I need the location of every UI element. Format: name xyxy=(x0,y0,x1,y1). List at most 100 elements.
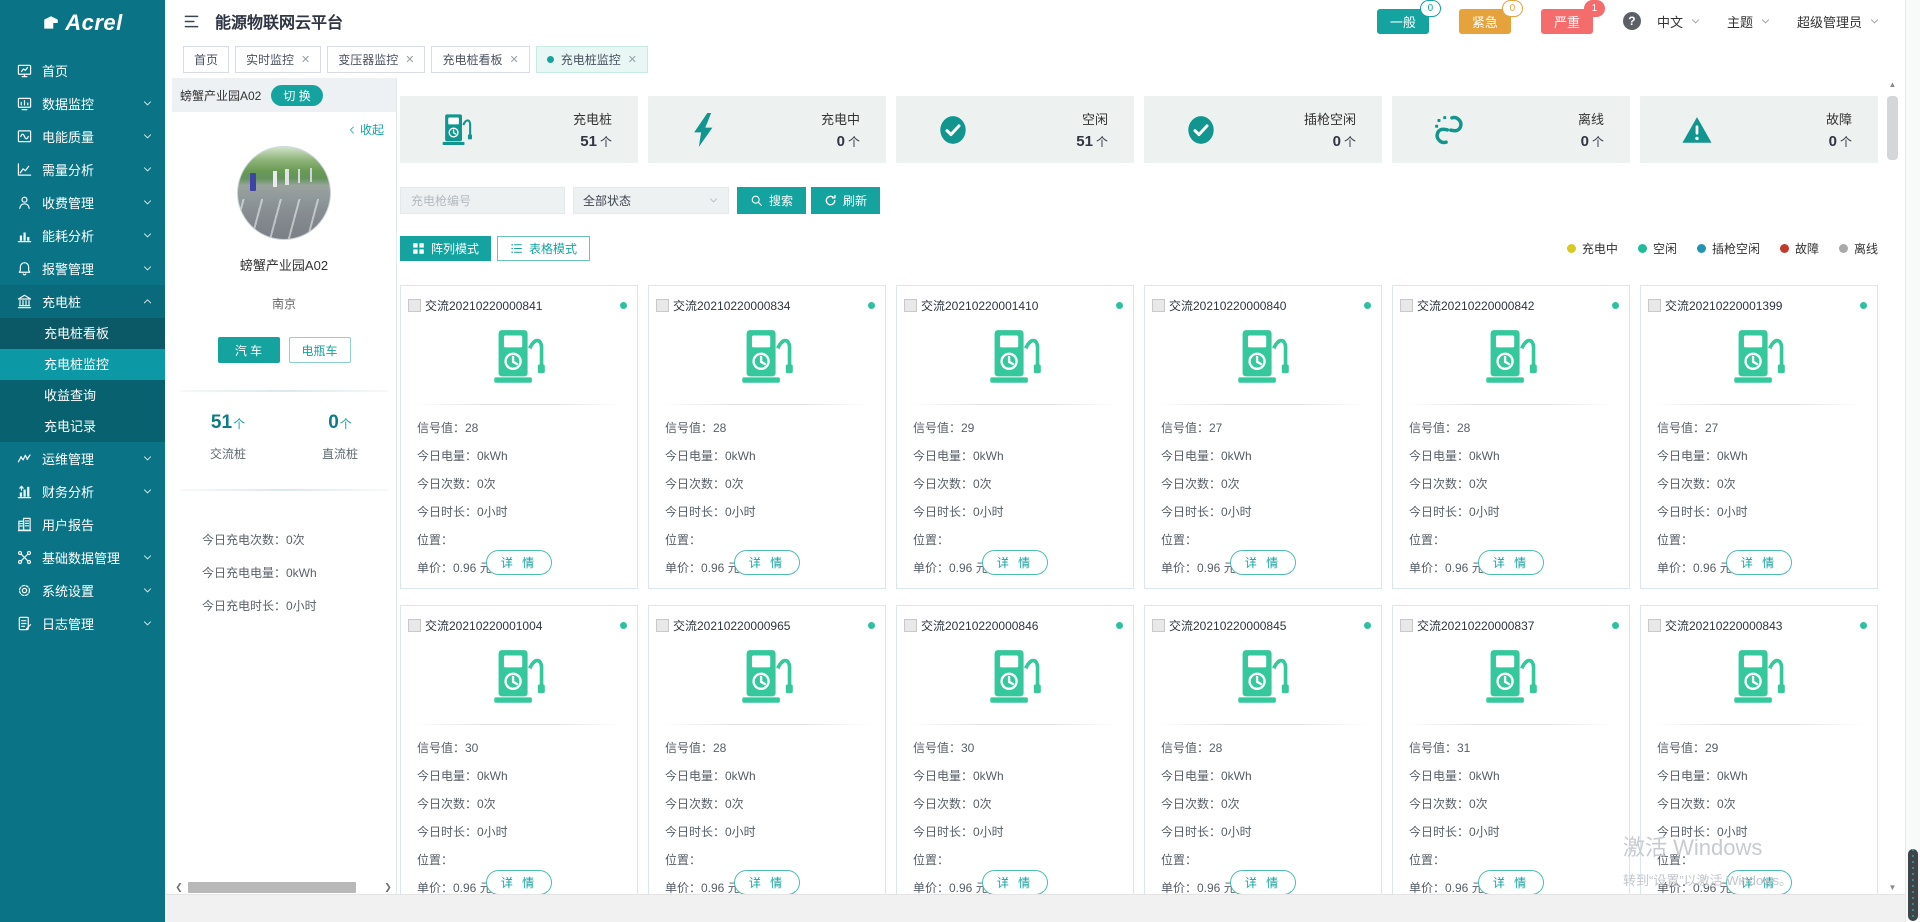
tab-close-icon[interactable]: ✕ xyxy=(627,53,637,66)
sidebar-item-label: 基础数据管理 xyxy=(42,551,121,566)
sidebar-item-12[interactable]: 系统设置 xyxy=(0,574,165,607)
scrollbar-thumb[interactable] xyxy=(1887,96,1898,160)
pile-detail-button[interactable]: 详 情 xyxy=(1230,870,1296,895)
pile-status-dot xyxy=(1116,302,1123,309)
sidebar-item-6[interactable]: 报警管理 xyxy=(0,252,165,285)
tab-close-icon[interactable]: ✕ xyxy=(301,53,311,66)
hamburger-menu-icon[interactable] xyxy=(183,14,200,29)
search-button[interactable]: 搜索 xyxy=(737,187,807,214)
alarm-badge-0[interactable]: 一般 0 xyxy=(1376,0,1441,34)
pile-detail-button[interactable]: 详 情 xyxy=(1726,870,1792,895)
mode-row: 阵列模式 表格模式 充电中 空闲 插枪空闲 故障 离线 xyxy=(400,236,1878,261)
sidebar-item-4[interactable]: 收费管理 xyxy=(0,186,165,219)
collapse-panel-link[interactable]: 收起 xyxy=(172,112,396,138)
tab-3[interactable]: 充电桩看板 ✕ xyxy=(431,45,530,73)
language-dropdown[interactable]: 中文 xyxy=(1657,12,1701,31)
pile-field: 位置： xyxy=(1657,853,1694,867)
mode-button-1[interactable]: 表格模式 xyxy=(497,236,591,261)
pile-checkbox[interactable] xyxy=(656,619,669,632)
offline-icon xyxy=(1434,113,1464,147)
tab-1[interactable]: 实时监控 ✕ xyxy=(235,45,322,73)
tab-0[interactable]: 首页 xyxy=(183,45,230,73)
pile-status-dot xyxy=(1364,302,1371,309)
pile-checkbox[interactable] xyxy=(1400,299,1413,312)
pile-detail-button[interactable]: 详 情 xyxy=(1478,550,1544,575)
sidebar-item-label: 系统设置 xyxy=(42,584,95,599)
sidebar-item-0[interactable]: 首页 xyxy=(0,54,165,87)
window-scrollbar xyxy=(1905,0,1920,922)
switch-site-button[interactable]: 切 换 xyxy=(271,84,323,106)
pile-detail-button[interactable]: 详 情 xyxy=(734,550,800,575)
pile-detail-button[interactable]: 详 情 xyxy=(1726,550,1792,575)
pile-checkbox[interactable] xyxy=(1648,299,1661,312)
vehicle-tab-0[interactable]: 汽 车 xyxy=(217,337,280,363)
pile-field: 信号值：28 xyxy=(1161,741,1223,755)
charging-pile-icon xyxy=(989,328,1041,386)
legend-dot xyxy=(1637,244,1647,253)
pile-checkbox[interactable] xyxy=(1400,619,1413,632)
vehicle-tab-1[interactable]: 电瓶车 xyxy=(288,337,351,363)
pile-detail-button[interactable]: 详 情 xyxy=(982,870,1048,895)
sidebar-item-7[interactable]: 充电桩 xyxy=(0,285,165,318)
sidebar-subitem-0[interactable]: 充电桩看板 xyxy=(0,318,165,349)
sidebar-subitem-2[interactable]: 收益查询 xyxy=(44,388,97,403)
tab-4[interactable]: 充电桩监控 ✕ xyxy=(535,45,648,73)
pile-name: 交流20210220000842 xyxy=(1417,299,1535,313)
alarm-badge-2[interactable]: 严重 1 xyxy=(1540,0,1605,34)
pile-name: 交流20210220000965 xyxy=(673,619,791,633)
sidebar-item-5[interactable]: 能耗分析 xyxy=(0,219,165,252)
chevron-down-icon xyxy=(142,164,153,175)
theme-dropdown[interactable]: 主题 xyxy=(1727,12,1771,31)
sidebar-item-8[interactable]: 运维管理 xyxy=(0,442,165,475)
pile-detail-button[interactable]: 详 情 xyxy=(734,870,800,895)
sidebar-item-10[interactable]: 用户报告 xyxy=(0,508,165,541)
scroll-up-arrow-icon[interactable]: ▲ xyxy=(1888,80,1897,89)
sidebar-item-9[interactable]: 财务分析 xyxy=(0,475,165,508)
scroll-right-arrow-icon[interactable]: ❯ xyxy=(384,881,392,892)
sidebar-subitem-1[interactable]: 充电桩监控 xyxy=(0,349,165,380)
pile-field: 今日电量：0kWh xyxy=(913,449,1004,463)
charging-station-icon xyxy=(17,294,32,309)
pile-detail-button[interactable]: 详 情 xyxy=(486,870,552,895)
pile-checkbox[interactable] xyxy=(408,299,421,312)
alarm-badge-1[interactable]: 紧急 0 xyxy=(1458,0,1523,34)
pile-checkbox[interactable] xyxy=(904,619,917,632)
scroll-left-arrow-icon[interactable]: ❮ xyxy=(175,881,183,892)
sidebar-item-2[interactable]: 电能质量 xyxy=(0,120,165,153)
pile-detail-button[interactable]: 详 情 xyxy=(1478,870,1544,895)
sidebar-item-13[interactable]: 日志管理 xyxy=(0,607,165,640)
pile-checkbox[interactable] xyxy=(904,299,917,312)
sidebar-item-1[interactable]: 数据监控 xyxy=(0,87,165,120)
window-scrollbar-thumb[interactable] xyxy=(1908,849,1918,921)
pile-field: 信号值：28 xyxy=(1409,421,1471,435)
pile-checkbox[interactable] xyxy=(1152,619,1165,632)
user-dropdown[interactable]: 超级管理员 xyxy=(1797,12,1880,31)
pile-detail-button[interactable]: 详 情 xyxy=(486,550,552,575)
pile-checkbox[interactable] xyxy=(1152,299,1165,312)
pile-detail-button[interactable]: 详 情 xyxy=(1230,550,1296,575)
tab-close-icon[interactable]: ✕ xyxy=(509,53,519,66)
tab-close-icon[interactable]: ✕ xyxy=(405,53,415,66)
tab-bar: 首页 实时监控 ✕ 变压器监控 ✕ 充电桩看板 ✕ 充电桩监控 ✕ xyxy=(165,42,1920,76)
scrollbar-thumb[interactable] xyxy=(188,881,356,893)
pile-checkbox[interactable] xyxy=(408,619,421,632)
pile-checkbox[interactable] xyxy=(1648,619,1661,632)
status-select[interactable]: 全部状态 xyxy=(573,187,729,214)
sidebar-subitem-3[interactable]: 充电记录 xyxy=(44,419,97,434)
refresh-button[interactable]: 刷新 xyxy=(811,187,881,214)
help-icon[interactable]: ? xyxy=(1622,12,1641,30)
scroll-down-arrow-icon[interactable]: ▼ xyxy=(1888,883,1897,892)
sidebar-item-11[interactable]: 基础数据管理 xyxy=(0,541,165,574)
pile-checkbox[interactable] xyxy=(656,299,669,312)
sidebar-item-3[interactable]: 需量分析 xyxy=(0,153,165,186)
chevron-down-icon xyxy=(1690,16,1701,27)
chevron-down-icon xyxy=(708,195,719,206)
mode-button-0[interactable]: 阵列模式 xyxy=(400,236,492,261)
gun-number-input[interactable] xyxy=(400,187,565,214)
pile-field: 今日次数：0次 xyxy=(417,477,496,491)
pile-field: 今日次数：0次 xyxy=(913,477,992,491)
pile-detail-button[interactable]: 详 情 xyxy=(982,550,1048,575)
summary-label: 故障 xyxy=(1825,112,1852,127)
tab-2[interactable]: 变压器监控 ✕ xyxy=(327,45,426,73)
